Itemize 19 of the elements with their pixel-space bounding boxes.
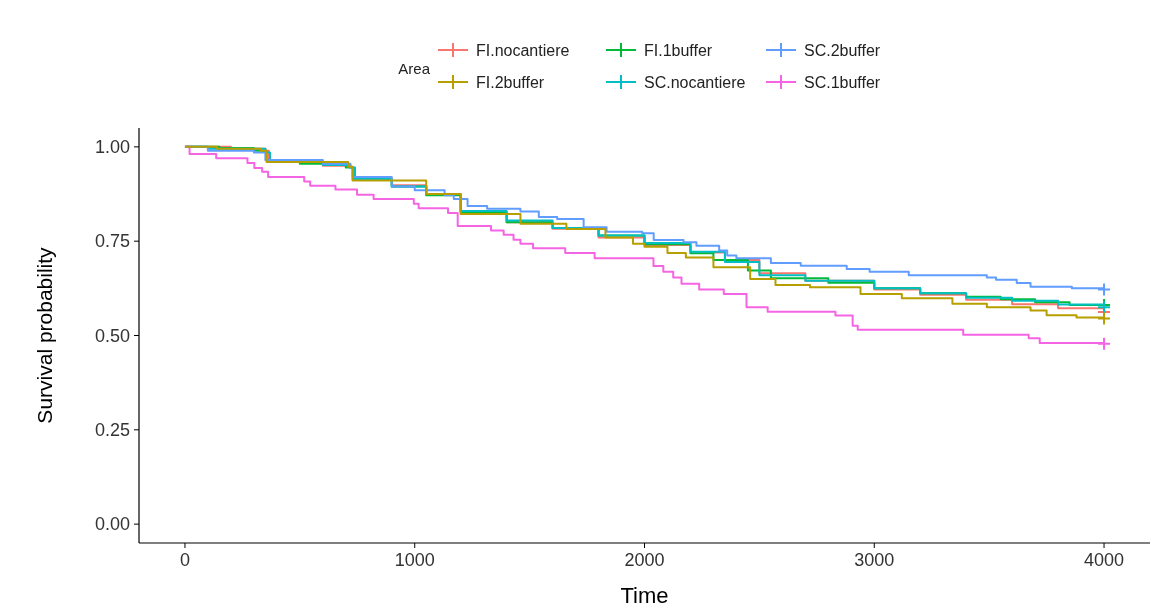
legend-title: Area <box>398 60 431 77</box>
y-tick-label: 0.50 <box>94 325 130 346</box>
y-tick-label: 0.75 <box>94 231 130 252</box>
legend-label: FI.2buffer <box>476 74 545 91</box>
y-tick-label: 0.25 <box>94 419 130 440</box>
x-axis-title: Time <box>620 583 669 608</box>
x-tick-label: 2000 <box>624 550 665 570</box>
x-tick-label: 4000 <box>1084 550 1125 570</box>
y-tick-label: 0.00 <box>94 514 130 535</box>
legend-label: SC.1buffer <box>804 74 881 91</box>
x-tick-label: 1000 <box>394 550 435 570</box>
legend-label: SC.nocantiere <box>644 74 746 91</box>
legend-label: FI.1buffer <box>644 42 713 59</box>
x-tick-label: 3000 <box>854 550 895 570</box>
legend-label: FI.nocantiere <box>476 42 570 59</box>
y-tick-label: 1.00 <box>94 136 130 157</box>
y-axis-title: Survival probability <box>33 246 56 424</box>
legend-label: SC.2buffer <box>804 42 881 59</box>
x-tick-label: 0 <box>179 550 190 570</box>
